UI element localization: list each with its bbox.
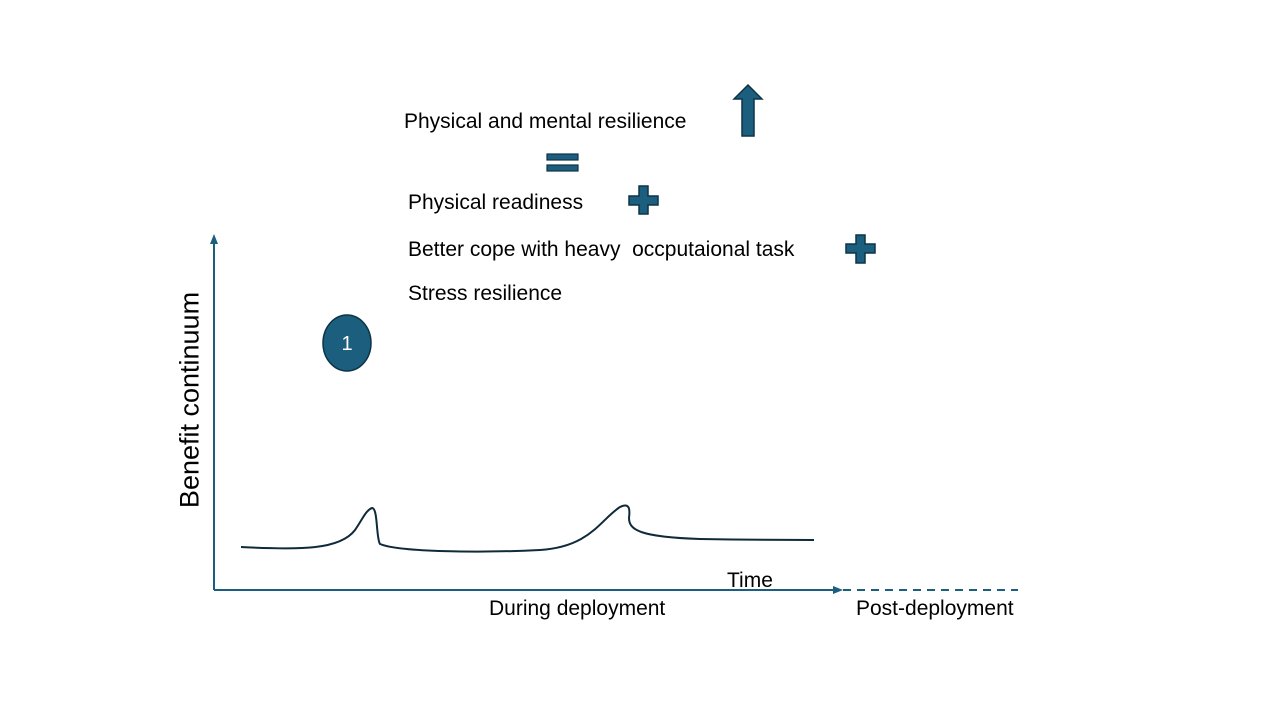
- time-label: Time: [727, 569, 773, 592]
- stress-label: Stress resilience: [408, 282, 563, 305]
- resilience-label: Physical and mental resilience: [404, 110, 687, 133]
- during-deployment-label: During deployment: [489, 597, 666, 620]
- y-axis-label: Benefit continuum: [174, 291, 205, 509]
- post-deployment-label: Post-deployment: [856, 597, 1014, 620]
- plus-icon: [628, 185, 659, 215]
- readiness-label: Physical readiness: [408, 191, 584, 214]
- up-arrow-icon: [732, 83, 764, 137]
- number-badge: 1: [322, 314, 372, 372]
- x-axis-arrowhead: [833, 586, 843, 594]
- number-badge-shape: [322, 314, 372, 372]
- benefit-curve: [240, 504, 815, 553]
- number-badge-text: 1: [341, 333, 352, 355]
- plus-icon: [845, 234, 876, 264]
- cope-label: Better cope with heavy occputaional task: [408, 238, 795, 261]
- y-axis-arrowhead: [210, 234, 218, 244]
- equals-icon: [546, 153, 579, 172]
